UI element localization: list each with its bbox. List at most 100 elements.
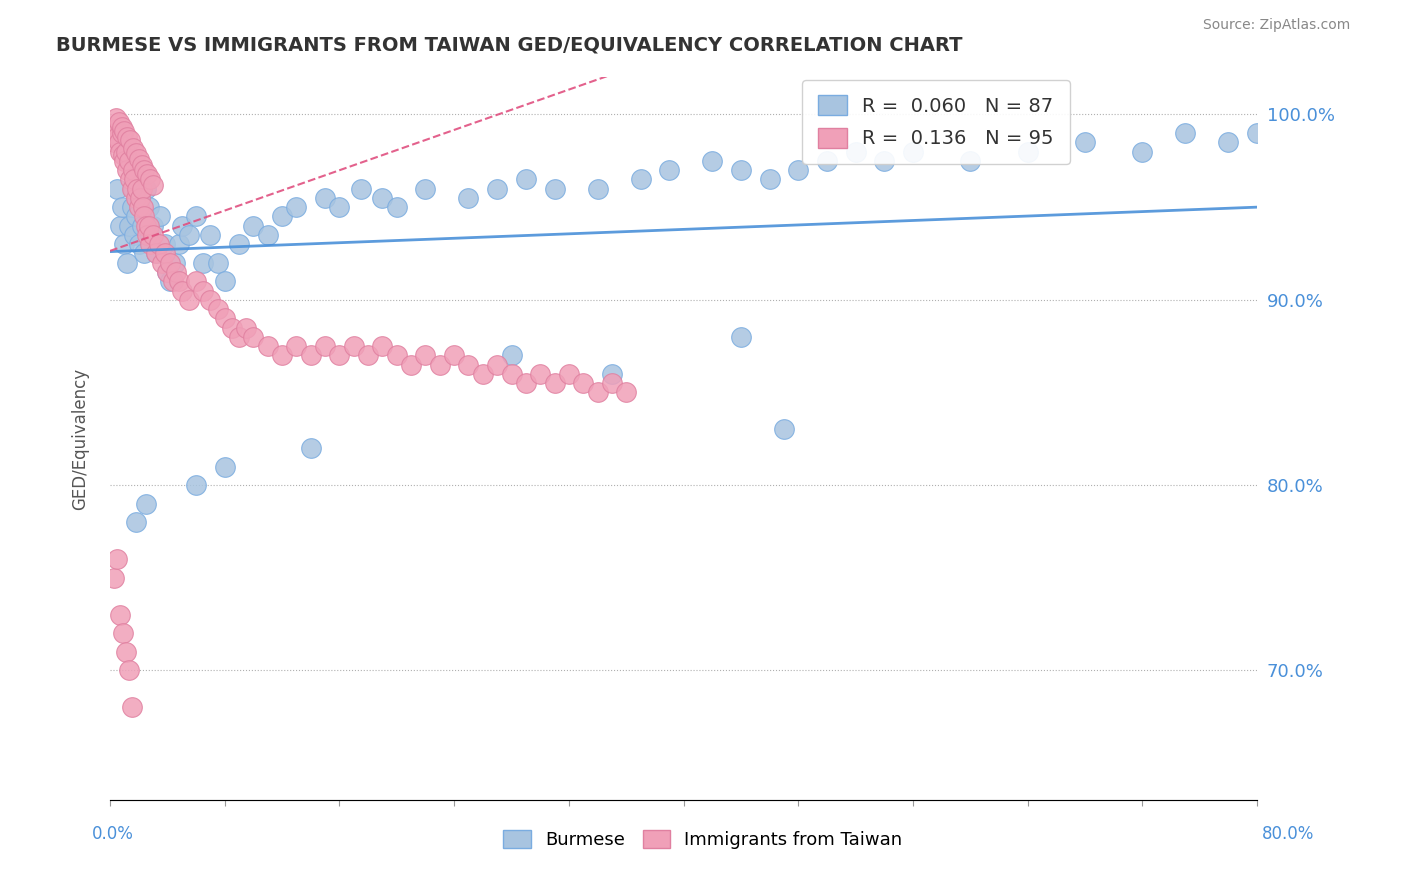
Point [702,153,724,168]
Point [228,330,250,344]
Point [128,152,150,166]
Point [529,367,551,381]
Point [162,274,184,288]
Point [117,129,139,144]
Point [142,219,165,233]
Point [184,210,207,224]
Point [271,210,294,224]
Point [630,172,652,186]
Point [184,478,207,492]
Point [328,200,350,214]
Point [112,124,135,138]
Point [572,376,595,391]
Point [1218,136,1240,150]
Point [112,237,135,252]
Point [415,181,437,195]
Point [131,181,153,195]
Point [120,172,142,186]
Point [457,191,479,205]
Point [122,181,145,195]
Point [103,136,125,150]
Point [314,191,336,205]
Point [134,246,156,260]
Point [1246,126,1268,140]
Point [773,422,796,436]
Point [159,256,181,270]
Text: BURMESE VS IMMIGRANTS FROM TAIWAN GED/EQUIVALENCY CORRELATION CHART: BURMESE VS IMMIGRANTS FROM TAIWAN GED/EQ… [56,36,963,54]
Point [543,181,565,195]
Point [159,274,181,288]
Text: 80.0%: 80.0% [1263,825,1315,843]
Point [156,265,179,279]
Point [128,237,150,252]
Point [200,227,222,242]
Point [110,200,132,214]
Point [138,219,160,233]
Point [167,237,190,252]
Point [429,358,451,372]
Point [235,320,257,334]
Point [127,181,149,195]
Point [1331,117,1354,131]
Text: Source: ZipAtlas.com: Source: ZipAtlas.com [1202,18,1350,32]
Point [242,330,264,344]
Point [111,626,134,640]
Point [299,348,322,362]
Point [515,172,537,186]
Point [486,358,509,372]
Point [136,167,159,181]
Point [134,210,156,224]
Point [156,265,179,279]
Point [135,219,157,233]
Point [343,339,366,353]
Point [371,339,394,353]
Point [129,191,152,205]
Point [314,339,336,353]
Point [299,441,322,455]
Point [136,227,159,242]
Point [873,153,896,168]
Point [385,348,408,362]
Point [112,153,135,168]
Point [845,145,868,159]
Point [1389,117,1406,131]
Point [901,145,924,159]
Point [120,133,142,147]
Point [501,348,523,362]
Point [228,237,250,252]
Point [399,358,422,372]
Point [170,284,193,298]
Point [139,227,162,242]
Point [104,112,127,126]
Point [124,227,146,242]
Point [145,246,167,260]
Point [285,200,308,214]
Point [122,141,145,155]
Point [125,515,148,529]
Point [271,348,294,362]
Point [214,459,236,474]
Point [108,145,131,159]
Legend: R =  0.060   N = 87, R =  0.136   N = 95: R = 0.060 N = 87, R = 0.136 N = 95 [803,80,1070,164]
Point [328,348,350,362]
Point [118,153,141,168]
Point [108,219,131,233]
Point [214,274,236,288]
Point [256,339,278,353]
Legend: Burmese, Immigrants from Taiwan: Burmese, Immigrants from Taiwan [496,822,910,856]
Point [177,293,200,307]
Point [285,339,308,353]
Point [128,200,150,214]
Point [142,178,165,192]
Point [129,191,152,205]
Y-axis label: GED/Equivalency: GED/Equivalency [72,368,89,510]
Point [1174,126,1197,140]
Point [107,115,129,129]
Point [125,210,148,224]
Point [115,645,138,659]
Point [111,148,134,162]
Point [117,256,139,270]
Point [105,181,128,195]
Point [1130,145,1153,159]
Point [501,367,523,381]
